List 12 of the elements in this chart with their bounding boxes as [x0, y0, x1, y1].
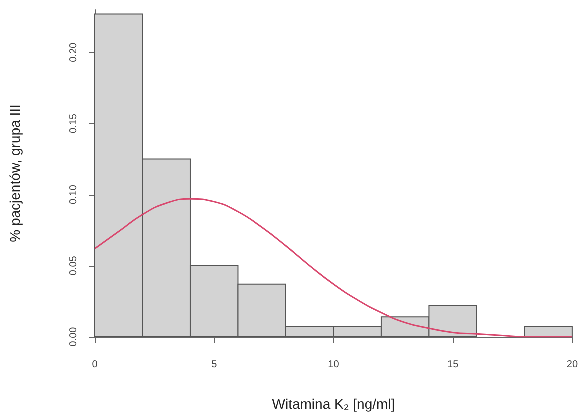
- y-tick-label: 0.00: [68, 326, 80, 347]
- y-tick-label: 0.15: [68, 114, 80, 134]
- x-tick-label: 15: [448, 360, 460, 370]
- x-axis-title: Witamina K₂ [ng/ml]: [272, 396, 396, 412]
- x-tick-label: 10: [328, 360, 340, 370]
- x-tick-label: 5: [212, 360, 218, 370]
- y-tick-label: 0.05: [68, 256, 80, 276]
- y-axis-title: % pacjentów, grupa III: [7, 104, 23, 242]
- y-tick-label: 0.10: [68, 184, 80, 205]
- x-tick-label: 0: [92, 360, 98, 370]
- x-tick-label: 20: [566, 360, 578, 370]
- y-tick-label: 0.20: [68, 42, 80, 62]
